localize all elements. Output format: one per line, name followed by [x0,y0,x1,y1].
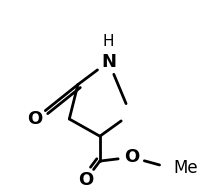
Text: O: O [124,148,139,166]
Text: N: N [101,53,116,71]
Text: O: O [78,171,93,189]
Text: Me: Me [174,159,198,177]
Text: O: O [27,110,43,128]
Text: H: H [103,34,114,49]
